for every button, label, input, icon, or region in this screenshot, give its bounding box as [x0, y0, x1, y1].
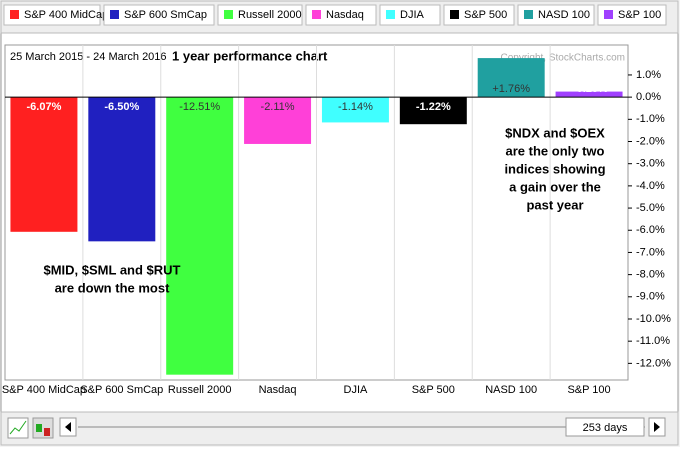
value-label: -6.50% [104, 101, 139, 113]
y-tick-label: -2.0% [636, 135, 665, 147]
legend-swatch [450, 10, 459, 19]
annotation: a gain over the [509, 179, 601, 194]
legend-button[interactable] [3, 4, 101, 26]
x-tick-label: S&P 600 SmCap [80, 384, 163, 396]
y-tick-label: -10.0% [636, 313, 671, 325]
annotation: $NDX and $OEX [505, 125, 605, 140]
y-tick-label: -7.0% [636, 246, 665, 258]
bar [321, 97, 389, 123]
chart-title: 1 year performance chart [172, 48, 328, 63]
y-tick-label: -12.0% [636, 357, 671, 369]
legend-button[interactable] [103, 4, 215, 26]
bar [244, 97, 312, 144]
value-label: +0.25% [570, 83, 608, 95]
x-tick-label: Russell 2000 [168, 384, 232, 396]
y-tick-label: -3.0% [636, 158, 665, 170]
legend-button[interactable] [443, 4, 515, 26]
bar [555, 91, 623, 98]
annotation: $MID, $SML and $RUT [43, 262, 180, 277]
period-label: 253 days [583, 422, 628, 434]
bar-icon-part [44, 428, 50, 436]
annotation: are down the most [55, 280, 171, 295]
chart-icon[interactable] [7, 417, 29, 439]
subtitle: 25 March 2015 - 24 March 2016 [10, 51, 167, 63]
legend-swatch [224, 10, 233, 19]
y-tick-label: -9.0% [636, 291, 665, 303]
bar [399, 97, 467, 125]
legend-swatch [110, 10, 119, 19]
x-tick-label: S&P 100 [567, 384, 610, 396]
annotation: are the only two [506, 143, 605, 158]
y-tick-label: 0.0% [636, 91, 661, 103]
legend-button[interactable] [597, 4, 667, 26]
legend-label: Russell 2000 [238, 9, 302, 21]
annotation: past year [526, 197, 583, 212]
y-tick-label: -8.0% [636, 269, 665, 281]
value-label: -12.51% [179, 101, 220, 113]
chart-icon-line [9, 420, 27, 435]
toolbar [0, 411, 679, 446]
copyright: Copyright, StockCharts.com [501, 53, 626, 64]
legend-button[interactable] [217, 4, 303, 26]
legend-swatch [10, 10, 19, 19]
period-box[interactable] [565, 417, 645, 437]
x-tick-label: S&P 400 MidCap [2, 384, 86, 396]
legend-swatch [386, 10, 395, 19]
value-label: -2.11% [261, 101, 295, 113]
bar [477, 58, 545, 98]
value-label: -1.14% [338, 101, 373, 113]
legend-button[interactable] [517, 4, 595, 26]
value-label: -1.22% [416, 101, 451, 113]
bar [166, 97, 234, 375]
y-tick-label: -5.0% [636, 202, 665, 214]
legend-button[interactable] [305, 4, 377, 26]
bar [88, 97, 156, 242]
x-tick-label: NASD 100 [485, 384, 537, 396]
value-label: +1.76% [492, 83, 530, 95]
x-tick-label: DJIA [344, 384, 369, 396]
bar-icon-part [36, 424, 42, 432]
legend-label: S&P 400 MidCap [24, 9, 108, 21]
y-tick-label: -6.0% [636, 224, 665, 236]
x-tick-label: S&P 500 [412, 384, 455, 396]
y-tick-label: 1.0% [636, 69, 661, 81]
arrow-left [65, 422, 71, 432]
legend-label: DJIA [400, 9, 425, 21]
legend-swatch [312, 10, 321, 19]
legend-label: S&P 600 SmCap [124, 9, 207, 21]
legend-swatch [604, 10, 613, 19]
y-tick-label: -11.0% [636, 335, 670, 347]
y-tick-label: -4.0% [636, 180, 665, 192]
annotation: indices showing [504, 161, 605, 176]
bar [10, 97, 78, 232]
legend-swatch [524, 10, 533, 19]
x-tick-label: Nasdaq [259, 384, 297, 396]
value-label: -6.07% [27, 101, 62, 113]
legend-label: NASD 100 [538, 9, 590, 21]
legend-label: S&P 100 [618, 9, 661, 21]
y-tick-label: -1.0% [636, 113, 665, 125]
legend-label: S&P 500 [464, 9, 507, 21]
legend-label: Nasdaq [326, 9, 364, 21]
arrow-right [654, 422, 660, 432]
